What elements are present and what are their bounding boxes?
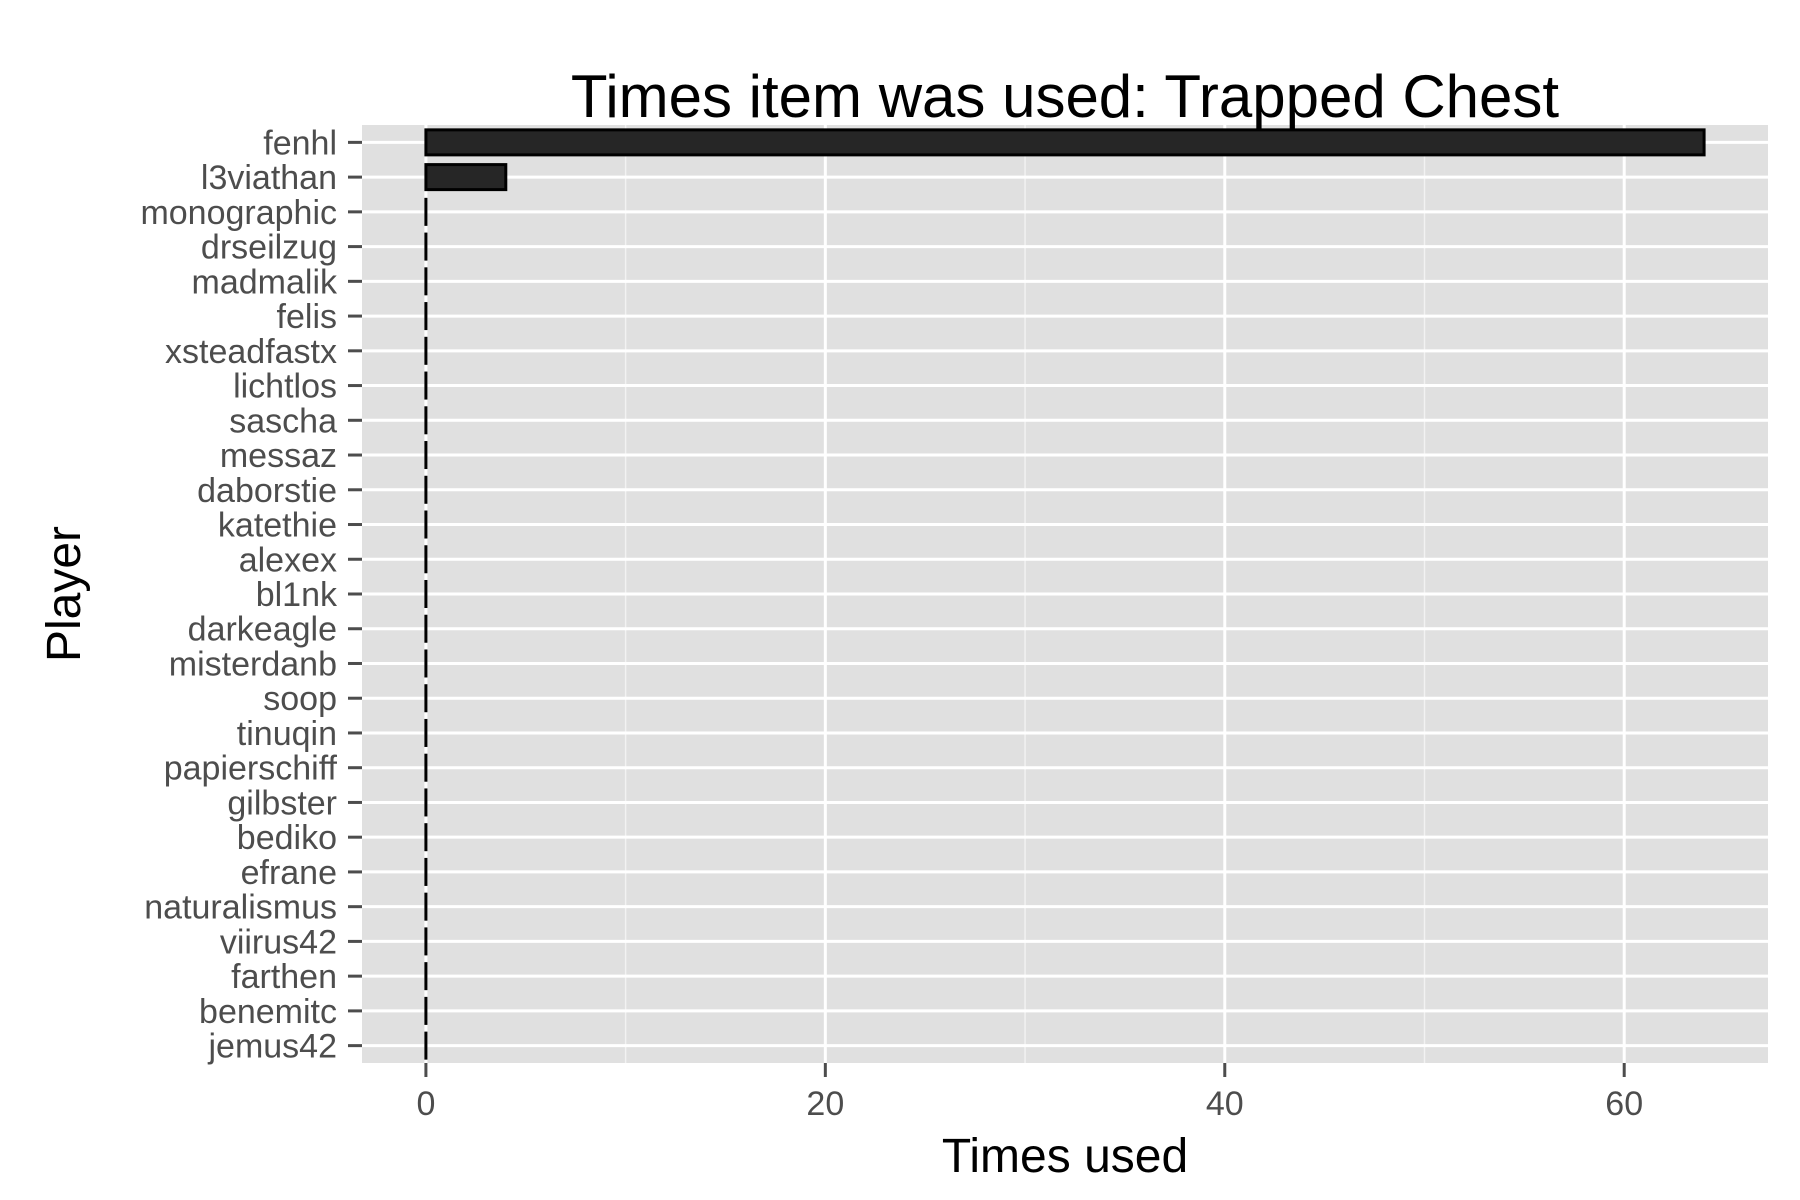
x-tick-label: 60	[1605, 1085, 1643, 1123]
y-tick-label: misterdanb	[169, 645, 337, 683]
y-tick-label: gilbster	[227, 784, 337, 822]
y-tick-label: tinuqin	[237, 715, 337, 753]
x-axis: 0 20 40 60	[416, 1063, 1643, 1123]
y-tick-label: viirus42	[220, 923, 337, 961]
x-tick-label: 0	[416, 1085, 435, 1123]
x-axis-title: Times used	[942, 1130, 1188, 1183]
major-gridlines	[362, 125, 1768, 1063]
y-tick-label: daborstie	[197, 472, 337, 510]
chart-title: Times item was used: Trapped Chest	[571, 63, 1560, 130]
y-tick-label: efrane	[241, 854, 337, 892]
y-tick-label: drseilzug	[201, 229, 337, 267]
y-tick-label: lichtlos	[233, 368, 337, 406]
bars	[424, 128, 1706, 1060]
y-tick-label: papierschiff	[164, 750, 338, 788]
y-tick-label: jemus42	[207, 1028, 337, 1066]
y-tick-label: sascha	[229, 402, 337, 440]
bar	[424, 128, 1706, 157]
y-tick-label: fenhl	[263, 124, 337, 162]
y-tick-label: darkeagle	[188, 611, 337, 649]
y-tick-label: felis	[277, 298, 337, 336]
y-tick-label: monographic	[140, 194, 337, 232]
y-axis-title: Player	[38, 526, 91, 662]
bar	[424, 163, 508, 192]
y-axis: fenhll3viathanmonographicdrseilzugmadmal…	[140, 124, 362, 1066]
y-tick-label: madmalik	[192, 263, 338, 301]
y-tick-label: l3viathan	[201, 159, 337, 197]
y-tick-label: benemitc	[199, 993, 337, 1031]
y-tick-label: naturalismus	[144, 889, 337, 927]
y-tick-label: xsteadfastx	[165, 333, 337, 371]
y-tick-label: bl1nk	[256, 576, 338, 614]
y-tick-label: soop	[263, 680, 337, 718]
y-tick-label: messaz	[220, 437, 337, 475]
y-tick-label: farthen	[231, 958, 337, 996]
x-tick-label: 20	[806, 1085, 844, 1123]
y-tick-label: bediko	[237, 819, 337, 857]
y-tick-label: alexex	[239, 541, 337, 579]
y-tick-label: katethie	[218, 507, 337, 545]
x-tick-label: 40	[1206, 1085, 1244, 1123]
